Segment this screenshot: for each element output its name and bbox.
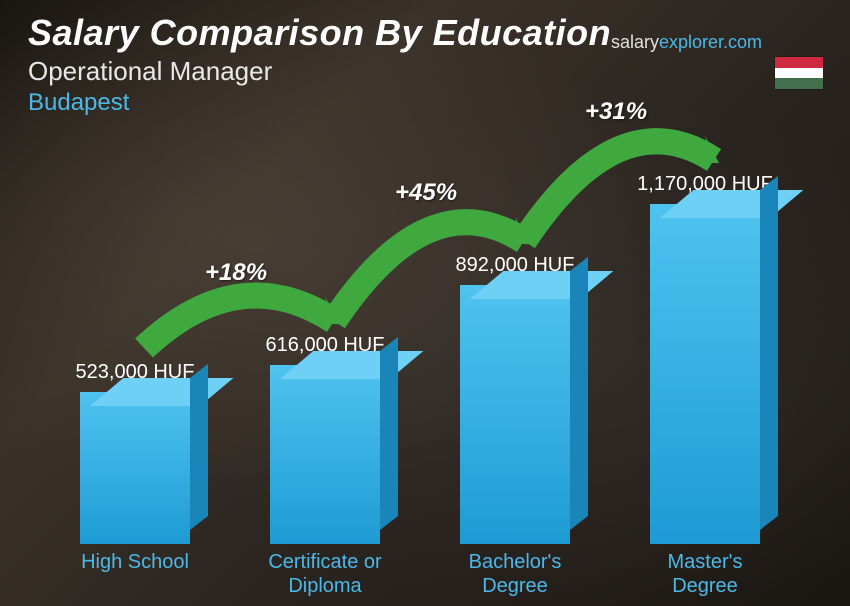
bar-group: 892,000 HUF <box>430 254 600 544</box>
bar-group: 616,000 HUF <box>240 334 410 544</box>
pct-increase-label: +31% <box>585 98 647 126</box>
bar-front <box>460 285 570 544</box>
bar-side-face <box>760 176 778 530</box>
category-label: Master'sDegree <box>620 550 790 598</box>
bar-group: 523,000 HUF <box>50 361 220 544</box>
bar-front <box>80 392 190 544</box>
chart-subtitle: Operational Manager <box>28 56 611 87</box>
flag-icon <box>774 56 824 90</box>
flag-stripe-2 <box>775 78 823 89</box>
chart-title: Salary Comparison By Education <box>28 12 611 54</box>
category-label: Certificate orDiploma <box>240 550 410 598</box>
bar-chart: 523,000 HUF616,000 HUF892,000 HUF1,170,0… <box>40 164 800 544</box>
watermark-prefix: salary <box>611 32 659 52</box>
arrowhead-icon <box>688 136 719 164</box>
chart-location: Budapest <box>28 89 611 117</box>
bar-front <box>650 204 760 544</box>
flag-stripe-1 <box>775 68 823 79</box>
bar <box>460 285 570 544</box>
bar-group: 1,170,000 HUF <box>620 173 790 544</box>
bar-side-face <box>380 337 398 530</box>
bar-side-face <box>570 257 588 530</box>
pct-increase-label: +45% <box>395 179 457 207</box>
category-label: High School <box>50 550 220 598</box>
bar-front <box>270 365 380 544</box>
watermark-suffix: explorer.com <box>659 32 762 52</box>
bar <box>80 392 190 544</box>
chart-header: Salary Comparison By Education Operation… <box>28 12 611 117</box>
category-axis: High School Certificate orDiploma Bachelor… <box>40 550 800 598</box>
bar <box>650 204 760 544</box>
category-label: Bachelor'sDegree <box>430 550 600 598</box>
bar <box>270 365 380 544</box>
bar-side-face <box>190 364 208 530</box>
watermark: salaryexplorer.com <box>611 32 762 53</box>
flag-stripe-0 <box>775 57 823 68</box>
pct-increase-label: +18% <box>205 259 267 287</box>
